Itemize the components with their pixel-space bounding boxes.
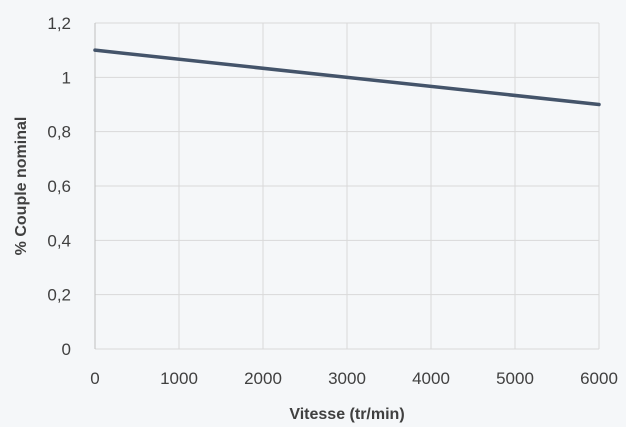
series-line [93,48,601,107]
y-tick-label: 0,6 [47,177,71,196]
y-tick-label: 0,2 [47,286,71,305]
horizontal-gridlines [95,22,599,350]
x-tick-label: 6000 [580,369,618,388]
x-tick-label: 2000 [244,369,282,388]
x-tick-label: 0 [90,369,99,388]
x-axis-title: Vitesse (tr/min) [289,406,404,423]
x-tick-label: 1000 [160,369,198,388]
y-axis-title: % Couple nominal [13,117,30,256]
y-tick-label: 0,4 [47,231,71,250]
y-tick-label: 1,2 [47,14,71,33]
y-axis-tick-labels: 0 0,2 0,4 0,6 0,8 1 1,2 [47,14,71,359]
x-tick-label: 4000 [412,369,450,388]
y-tick-label: 1 [62,68,71,87]
y-tick-label: 0,8 [47,123,71,142]
x-tick-label: 3000 [328,369,366,388]
y-tick-label: 0 [62,340,71,359]
series-group [93,48,601,107]
x-tick-label: 5000 [496,369,534,388]
x-axis-tick-labels: 0 1000 2000 3000 4000 5000 6000 [90,369,618,388]
